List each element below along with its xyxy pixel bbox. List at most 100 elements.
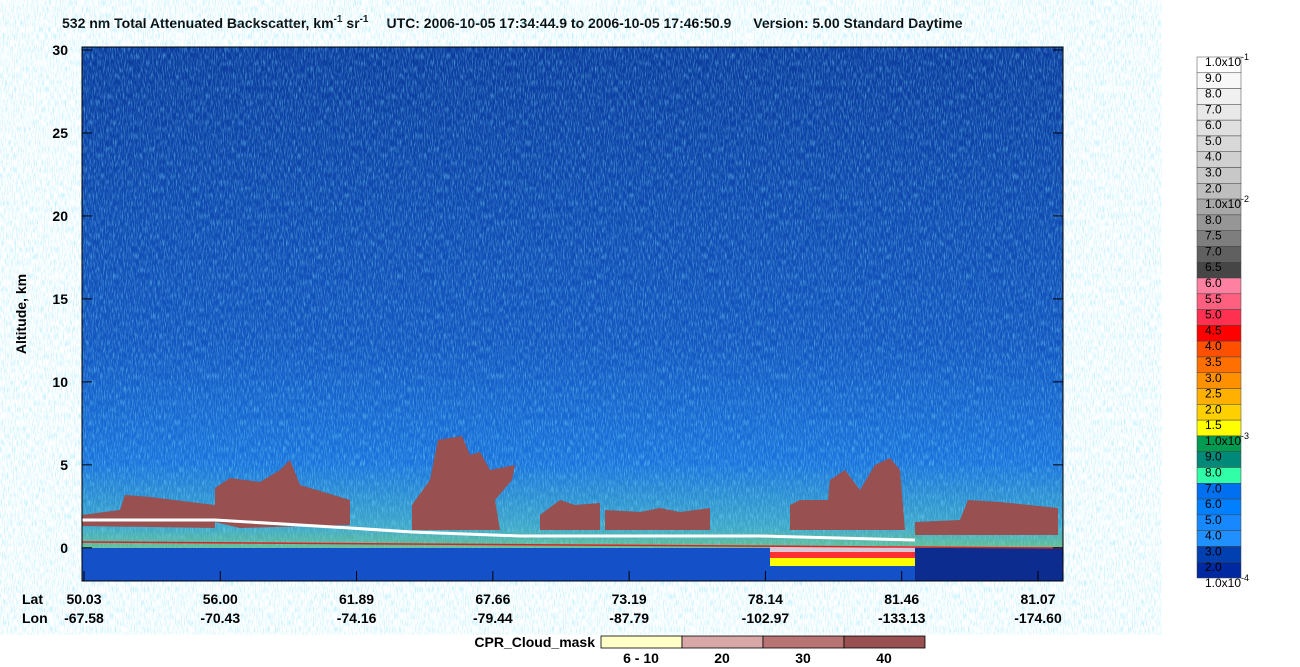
- x-row-label: Lon: [22, 610, 48, 626]
- colorbar-label: 9.0: [1205, 450, 1222, 464]
- cloud-mask-legend: CPR_Cloud_mask 6 - 10 20 30 40: [474, 634, 926, 666]
- colorbar-label: 2.5: [1205, 387, 1222, 401]
- colorbar-label-exp: -4: [1241, 573, 1249, 583]
- colorbar-label: 7.0: [1205, 245, 1222, 259]
- lon-label: -79.44: [473, 610, 513, 626]
- lon-label: -74.16: [337, 610, 377, 626]
- colorbar-label-exp: -3: [1241, 431, 1249, 441]
- cloud-mask-label: 30: [795, 650, 811, 666]
- colorbar-label: 1.5: [1205, 418, 1222, 432]
- surface-line: [81, 541, 1064, 549]
- colorbar-label: 2.0: [1205, 181, 1222, 195]
- colorbar-label-text: 8.0: [1205, 87, 1222, 101]
- y-tick-label: 30: [52, 42, 68, 58]
- lat-label: 78.14: [748, 591, 783, 607]
- colorbar-label-text: 6.0: [1205, 118, 1222, 132]
- colorbar-label-text: 2.0: [1205, 403, 1222, 417]
- y-tick-label: 20: [52, 208, 68, 224]
- colorbar-label-text: 1.0x10: [1205, 55, 1241, 69]
- colorbar-label: 6.0: [1205, 118, 1222, 132]
- colorbar-label-text: 3.0: [1205, 371, 1222, 385]
- colorbar-label-text: 1.0x10: [1205, 576, 1241, 590]
- colorbar-label-text: 7.5: [1205, 229, 1222, 243]
- surface-return: [770, 546, 915, 552]
- colorbar-label-text: 9.0: [1205, 450, 1222, 464]
- surface-return: [770, 552, 915, 558]
- colorbar-label-text: 2.0: [1205, 181, 1222, 195]
- colorbar-label: 7.0: [1205, 481, 1222, 495]
- cloud-mask-box: [681, 635, 764, 649]
- colorbar-label-text: 7.0: [1205, 481, 1222, 495]
- colorbar-label-text: 8.0: [1205, 466, 1222, 480]
- colorbar-label: 5.0: [1205, 308, 1222, 322]
- colorbar-label-text: 5.0: [1205, 513, 1222, 527]
- colorbar-label: 6.0: [1205, 497, 1222, 511]
- colorbar: 1.0x10-19.08.07.06.05.04.03.02.01.0x10-2…: [1196, 52, 1249, 590]
- lon-label: -67.58: [64, 610, 104, 626]
- colorbar-label: 7.5: [1205, 229, 1222, 243]
- colorbar-label: 8.0: [1205, 466, 1222, 480]
- cloud-edge: [82, 518, 916, 542]
- plot-frame: [81, 46, 1064, 582]
- colorbar-label-text: 5.0: [1205, 308, 1222, 322]
- y-tick-label: 15: [52, 291, 68, 307]
- colorbar-label: 2.0: [1205, 403, 1222, 417]
- colorbar-label: 2.0: [1205, 560, 1222, 574]
- colorbar-label-text: 7.0: [1205, 245, 1222, 259]
- colorbar-label-text: 4.0: [1205, 529, 1222, 543]
- colorbar-label: 3.0: [1205, 371, 1222, 385]
- cloud-mask-label: 6 - 10: [623, 650, 659, 666]
- surface-return: [770, 558, 915, 566]
- y-axis-title: Altitude, km: [13, 274, 29, 354]
- colorbar-label: 7.0: [1205, 103, 1222, 117]
- colorbar-label-text: 8.0: [1205, 213, 1222, 227]
- lat-label: 50.03: [66, 591, 101, 607]
- lat-label: 73.19: [612, 591, 647, 607]
- colorbar-label: 6.5: [1205, 260, 1222, 274]
- lat-label: 67.66: [475, 591, 510, 607]
- colorbar-label: 5.5: [1205, 292, 1222, 306]
- cloud-mask-region: [82, 436, 1058, 535]
- colorbar-label-text: 1.5: [1205, 418, 1222, 432]
- chart-title: 532 nm Total Attenuated Backscatter, km-…: [62, 14, 963, 31]
- colorbar-label-text: 9.0: [1205, 71, 1222, 85]
- cloud-mask-box: [762, 635, 845, 649]
- utc-range: UTC: 2006-10-05 17:34:44.9 to 2006-10-05…: [386, 15, 731, 31]
- cloud-mask-title: CPR_Cloud_mask: [474, 634, 595, 650]
- colorbar-label-text: 1.0x10: [1205, 434, 1241, 448]
- y-tick-label: 25: [52, 125, 68, 141]
- colorbar-label: 9.0: [1205, 71, 1222, 85]
- title-text: 532 nm Total Attenuated Backscatter, km: [62, 15, 334, 31]
- colorbar-label-text: 4.0: [1205, 339, 1222, 353]
- plot-area: [81, 46, 1064, 582]
- colorbar-label: 3.5: [1205, 355, 1222, 369]
- colorbar-label-text: 2.0: [1205, 560, 1222, 574]
- colorbar-label-text: 3.0: [1205, 166, 1222, 180]
- colorbar-label: 1.0x10-1: [1205, 52, 1249, 69]
- colorbar-label: 3.0: [1205, 545, 1222, 559]
- title-sup: -1: [334, 14, 343, 25]
- colorbar-label-text: 2.5: [1205, 387, 1222, 401]
- y-tick-label: 10: [52, 374, 68, 390]
- colorbar-label: 4.0: [1205, 339, 1222, 353]
- colorbar-label-text: 3.5: [1205, 355, 1222, 369]
- colorbar-label: 8.0: [1205, 87, 1222, 101]
- colorbar-label-text: 4.5: [1205, 324, 1222, 338]
- colorbar-label: 4.5: [1205, 324, 1222, 338]
- lat-label: 56.00: [203, 591, 238, 607]
- colorbar-label-text: 7.0: [1205, 103, 1222, 117]
- y-tick-label: 5: [60, 457, 68, 473]
- colorbar-label-text: 6.0: [1205, 276, 1222, 290]
- lon-label: -133.13: [878, 610, 926, 626]
- colorbar-label-exp: -2: [1241, 194, 1249, 204]
- below-surface: [915, 548, 1063, 581]
- lat-label: 81.07: [1020, 591, 1055, 607]
- colorbar-label-text: 6.5: [1205, 260, 1222, 274]
- colorbar-box: [1196, 561, 1242, 579]
- colorbar-label-text: 6.0: [1205, 497, 1222, 511]
- lat-label: 61.89: [339, 591, 374, 607]
- colorbar-label: 8.0: [1205, 213, 1222, 227]
- y-tick-label: 0: [60, 540, 68, 556]
- colorbar-label-text: 5.0: [1205, 134, 1222, 148]
- version: Version: 5.00 Standard Daytime: [753, 15, 963, 31]
